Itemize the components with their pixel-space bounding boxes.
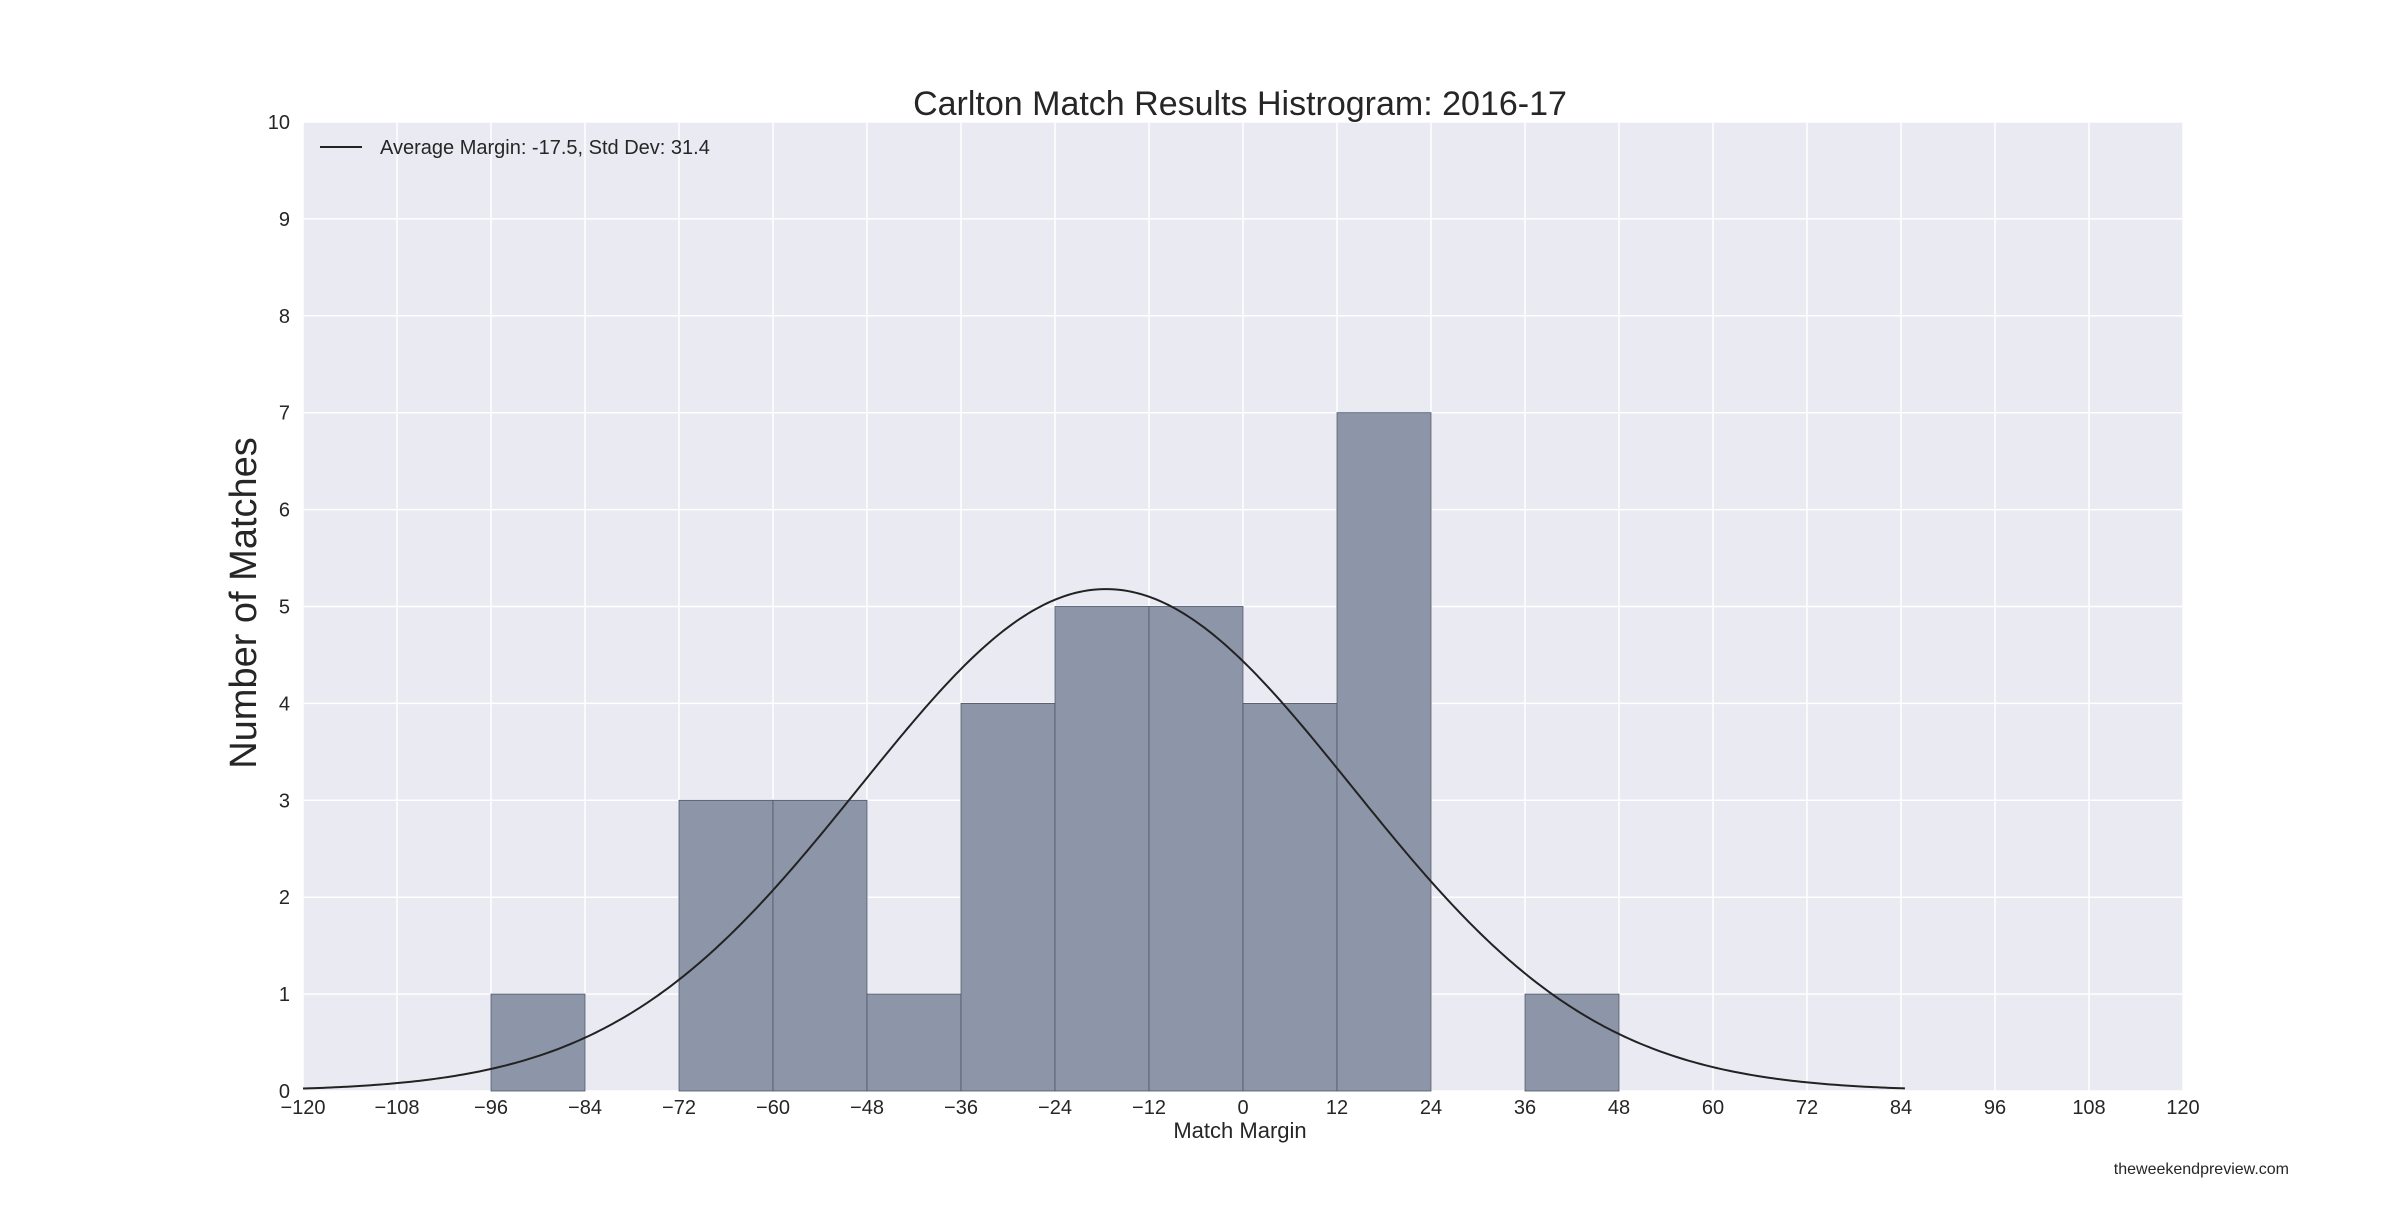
x-tick-label: −12 (1132, 1097, 1166, 1119)
x-tick-label: −96 (474, 1097, 508, 1119)
x-tick-label: 60 (1702, 1097, 1724, 1119)
histogram-bar (866, 993, 962, 1092)
x-tick-label: −84 (568, 1097, 602, 1119)
y-tick-label: 4 (279, 693, 290, 715)
y-tick-label: 0 (279, 1081, 290, 1103)
x-tick-label: 84 (1890, 1097, 1912, 1119)
x-tick-label: 48 (1608, 1097, 1630, 1119)
histogram-bar (1242, 703, 1338, 1092)
y-tick-label: 10 (268, 112, 290, 134)
y-tick-label: 6 (279, 500, 290, 522)
legend-label: Average Margin: -17.5, Std Dev: 31.4 (380, 137, 710, 159)
x-tick-label: 36 (1514, 1097, 1536, 1119)
y-tick-label: 9 (279, 209, 290, 231)
x-tick-label: −48 (850, 1097, 884, 1119)
x-tick-label: −72 (662, 1097, 696, 1119)
y-tick-label: 2 (279, 887, 290, 909)
x-tick-label: 108 (2072, 1097, 2105, 1119)
x-tick-label: 120 (2166, 1097, 2199, 1119)
x-tick-label: 72 (1796, 1097, 1818, 1119)
y-tick-label: 3 (279, 790, 290, 812)
normal-curve-line (302, 588, 1905, 1090)
legend: Average Margin: -17.5, Std Dev: 31.4 (320, 137, 710, 159)
x-tick-label: 96 (1984, 1097, 2006, 1119)
histogram-bar (490, 993, 586, 1092)
x-tick-label: −36 (944, 1097, 978, 1119)
histogram-bars (490, 412, 1620, 1092)
y-tick-label: 7 (279, 403, 290, 425)
x-tick-label: −108 (374, 1097, 419, 1119)
x-tick-label: −60 (756, 1097, 790, 1119)
x-tick-label: 24 (1420, 1097, 1442, 1119)
y-axis-ticks: 0 1 2 3 4 5 6 7 8 9 10 (268, 112, 290, 1103)
y-tick-label: 5 (279, 597, 290, 619)
histogram-bar (1336, 412, 1432, 1092)
histogram-bar (772, 799, 868, 1092)
x-tick-label: −120 (280, 1097, 325, 1119)
source-credit: theweekendpreview.com (2114, 1161, 2289, 1178)
histogram-bar (1148, 606, 1244, 1092)
histogram-bar (1054, 606, 1150, 1092)
y-axis-label: Number of Matches (223, 437, 265, 769)
y-tick-label: 8 (279, 306, 290, 328)
histogram-bar (678, 799, 774, 1092)
chart-title: Carlton Match Results Histrogram: 2016-1… (913, 85, 1567, 123)
x-axis-label: Match Margin (1173, 1118, 1306, 1143)
x-tick-label: −24 (1038, 1097, 1072, 1119)
x-axis-ticks: −120 −108 −96 −84 −72 −60 −48 −36 −24 −12 0 12 24 36 4… (280, 1097, 2199, 1119)
histogram-bar (960, 703, 1056, 1092)
x-tick-label: 12 (1326, 1097, 1348, 1119)
y-tick-label: 1 (279, 984, 290, 1006)
x-tick-label: 0 (1237, 1097, 1248, 1119)
histogram-bar (1524, 993, 1620, 1092)
